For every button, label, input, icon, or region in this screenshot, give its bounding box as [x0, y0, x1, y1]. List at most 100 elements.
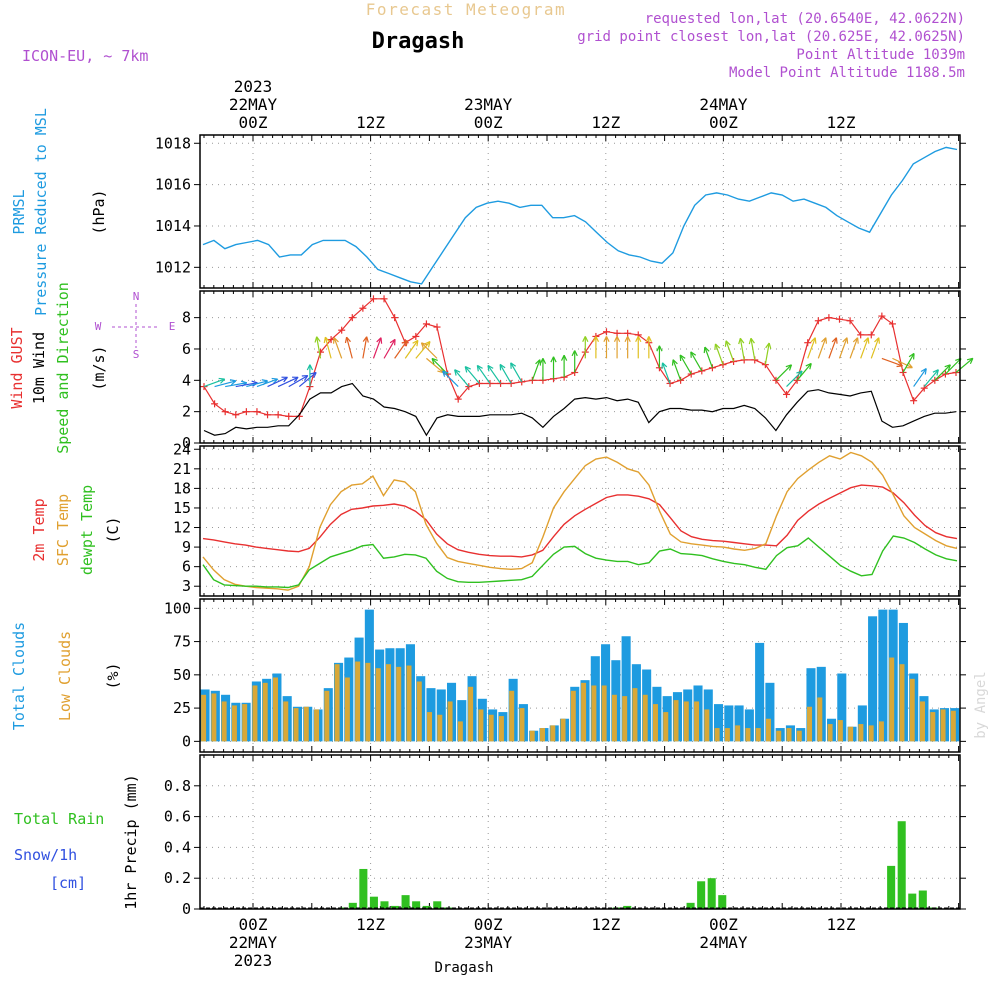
- wind-arrow-head: [809, 363, 812, 370]
- cloud-low-bar: [334, 664, 340, 742]
- wind-arrow: [404, 340, 419, 359]
- cloud-low-bar: [776, 730, 782, 742]
- wind-arrow: [235, 382, 258, 388]
- cloud-low-bar: [745, 728, 751, 742]
- footer-location: Dragash: [434, 960, 493, 976]
- precip-bar: [369, 896, 378, 909]
- temp-labels: 2m Temp SFC Temp dewpt Temp (C): [30, 485, 122, 575]
- wind-arrow-head: [878, 337, 880, 344]
- wind-arrow-head: [966, 357, 974, 361]
- wind-arrow-head: [333, 337, 339, 343]
- wind-arrow-head: [362, 336, 368, 342]
- watermark: by Angel: [973, 671, 989, 738]
- wind-arrow: [849, 337, 859, 359]
- wind-arrow-head: [542, 358, 547, 364]
- wind-arrow-head: [703, 347, 706, 354]
- location-title: Dragash: [372, 29, 465, 54]
- model-altitude: Model Point Altitude 1188.5m: [729, 65, 965, 81]
- wind-arrow: [246, 380, 268, 388]
- cloud-low-bar: [550, 725, 556, 742]
- precip-bar: [359, 868, 368, 909]
- wind-arrow-head: [814, 337, 817, 344]
- cloud-low-bar: [724, 728, 730, 742]
- cloud-low-bar: [652, 704, 658, 742]
- wind-arrow-head: [442, 370, 449, 374]
- top-time-label-0-1: 22MAY: [229, 95, 278, 114]
- wind-label-gust: Wind GUST: [8, 327, 26, 408]
- wind-arrow-head: [835, 337, 838, 344]
- y-tick-label: 0.8: [164, 777, 191, 795]
- wind-arrow: [690, 351, 703, 372]
- wind-arrow-head: [690, 351, 697, 356]
- wind-arrow-head: [637, 336, 642, 343]
- wind-arrow-head: [366, 336, 369, 343]
- wind-arrow: [383, 339, 396, 359]
- cloud-low-bar: [807, 706, 813, 742]
- cloud-total-bar: [734, 705, 744, 742]
- wind-arrow-head: [908, 352, 915, 358]
- cloud-total-bar: [755, 642, 765, 742]
- pressure-labels: PRMSL Pressure Reduced to MSL (hPa): [10, 108, 108, 316]
- wind-arrow-head: [896, 365, 903, 368]
- cloud-label-low: Low Clouds: [56, 631, 74, 721]
- wind-arrow-head: [261, 379, 268, 382]
- precip-bar: [380, 901, 389, 909]
- wind-arrow-head: [313, 372, 317, 379]
- y-tick-label: 0.6: [164, 808, 191, 826]
- wind-arrow-head: [936, 369, 939, 376]
- wind-arrow-head: [535, 359, 541, 365]
- cloud-low-bar: [858, 724, 864, 742]
- cloud-low-bar: [303, 706, 309, 742]
- wind-arrow: [256, 378, 278, 388]
- y-tick-label: 1012: [155, 258, 191, 276]
- compass-e: E: [169, 320, 176, 333]
- top-time-label-0-2: 00Z: [239, 113, 268, 132]
- precip-bar: [412, 901, 421, 909]
- point-altitude: Point Altitude 1039m: [796, 47, 965, 63]
- cloud-total-bar: [878, 609, 888, 742]
- cloud-low-bar: [385, 664, 391, 742]
- wind-arrow-head: [944, 364, 951, 368]
- cloud-low-bar: [365, 662, 371, 742]
- wind-arrow-head: [920, 368, 927, 373]
- wind-arrow-head: [412, 339, 419, 344]
- wind-arrow-head: [924, 368, 927, 375]
- cloud-low-bar: [601, 685, 607, 742]
- bottom-time-label-2-0: 00Z: [474, 915, 503, 934]
- cloud-low-bar: [765, 718, 771, 742]
- y-tick-label: 15: [173, 499, 191, 517]
- cloud-low-bar: [889, 657, 895, 742]
- cloud-labels: Total Clouds Low Clouds (%): [10, 622, 122, 730]
- wind-arrow: [346, 336, 353, 359]
- wind-arrow-head: [293, 376, 299, 383]
- wind-arrow-head: [344, 337, 348, 344]
- wind-arrow-head: [323, 337, 326, 344]
- cloud-low-bar: [622, 696, 628, 742]
- wind-arrow: [764, 342, 770, 365]
- wind-arrow: [394, 340, 408, 359]
- temp-label-2m: 2m Temp: [30, 498, 48, 561]
- precip-bar: [918, 890, 927, 909]
- wind-arrow-head: [420, 342, 424, 349]
- y-tick-label: 50: [173, 666, 191, 684]
- wind-arrow-head: [229, 379, 236, 382]
- cloud-low-bar: [560, 718, 566, 742]
- wind-arrow-head: [218, 377, 225, 380]
- wind-arrow: [725, 340, 735, 362]
- cloud-low-bar: [509, 690, 515, 742]
- pressure-ylabel: (hPa): [90, 189, 108, 234]
- wind-arrow-head: [306, 364, 311, 371]
- wind-arrow-head: [679, 354, 686, 359]
- y-tick-label: 9: [182, 538, 191, 556]
- cloud-low-bar: [406, 665, 412, 742]
- wind-arrow: [288, 375, 309, 388]
- y-tick-label: 0: [182, 732, 191, 750]
- wind-arrow: [426, 357, 444, 373]
- product-title: Forecast Meteogram: [366, 0, 566, 19]
- wind-arrow-head: [969, 358, 974, 365]
- wind-arrow-head: [431, 358, 435, 365]
- wind-arrow-head: [671, 359, 674, 366]
- wind-arrow: [421, 342, 438, 359]
